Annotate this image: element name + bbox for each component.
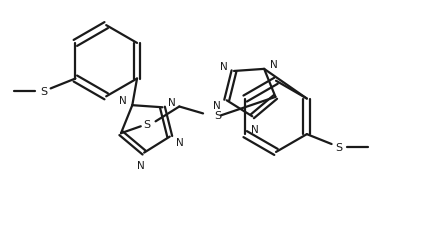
Text: N: N [168,98,176,108]
Text: N: N [118,96,126,106]
Text: N: N [251,125,259,135]
Text: S: S [40,87,47,97]
Text: N: N [270,60,278,70]
Text: S: S [335,142,342,152]
Text: S: S [214,111,222,121]
Text: N: N [213,101,221,111]
Text: N: N [176,137,184,147]
Text: N: N [137,161,145,171]
Text: N: N [220,62,228,72]
Text: S: S [143,120,150,130]
